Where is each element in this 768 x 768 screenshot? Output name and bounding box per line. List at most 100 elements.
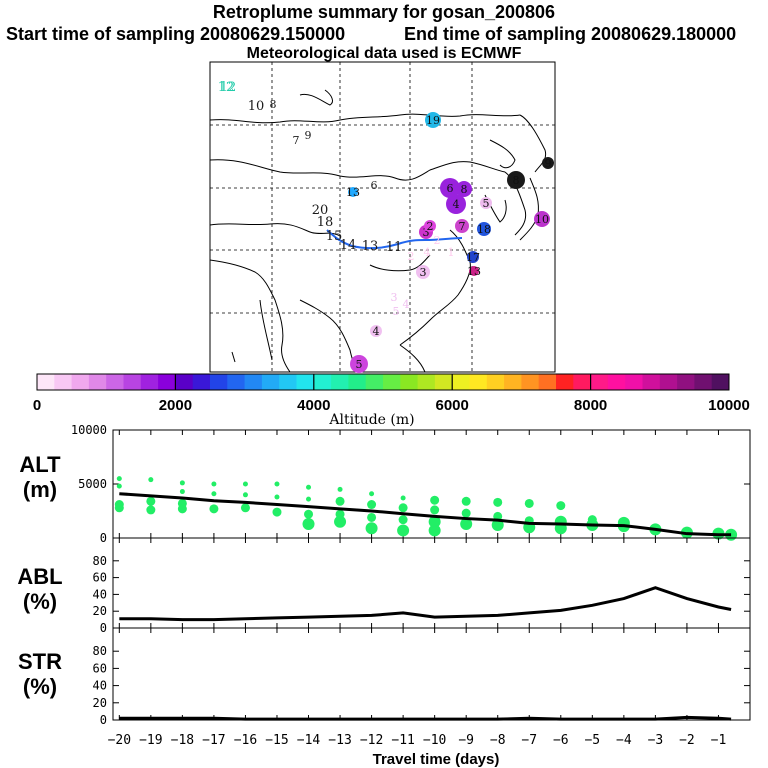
map-marker-label: 19 [426,114,440,127]
map-marker-label: 13 [467,265,481,278]
y-tick-label: 0 [100,621,107,635]
cluster-point [179,480,185,486]
cluster-point [274,481,280,487]
cluster-point [334,515,347,528]
colorbar-swatch [590,374,609,390]
panel-frame [112,627,751,721]
mean-trajectory-end [424,237,463,241]
map-marker-label: 14 [340,238,357,253]
map-marker-label: 8 [513,174,520,187]
cluster-point [209,504,219,514]
cluster-point [116,476,122,482]
map-marker: 15 [326,229,343,244]
map-marker: 3 [416,265,430,279]
cluster-point [461,496,471,506]
colorbar-swatch [279,374,297,390]
colorbar-swatch [227,374,246,390]
map-marker-label: 8 [461,183,468,196]
cluster-point [397,524,410,537]
cluster-point [461,508,471,518]
map-marker: 7 [293,134,300,147]
cluster-point [430,495,440,505]
map-marker-dot [480,197,492,209]
colorbar-swatch [383,374,401,390]
cluster-point [400,495,406,501]
panel-y-unit: (m) [23,477,57,502]
x-tick-label: −7 [521,733,537,748]
map-marker-label: 5 [356,358,363,371]
colorbar-swatch [88,374,107,390]
cluster-point [177,504,187,514]
colorbar-swatch [261,374,280,390]
map-marker-label: 12 [218,80,235,95]
map-marker: 6 [440,178,460,198]
colorbar-swatch [192,374,211,390]
map-marker-label: 6 [371,179,378,192]
map-marker: 13 [346,186,360,199]
series-line [119,586,732,622]
cluster-point [274,494,280,500]
cluster-point [428,515,441,528]
x-tick-label: −19 [139,733,162,748]
map-marker-label: 2 [434,234,441,247]
map-marker: 8 [507,171,525,189]
cluster-point [335,496,345,506]
colorbar-swatch [538,374,557,390]
map-marker-label: 12 [220,80,237,95]
cluster-point [114,503,124,513]
x-tick-label: −8 [490,733,506,748]
start-time-label: Start time of sampling 20080629.150000 [6,24,346,44]
y-tick-label: 60 [93,661,107,675]
colorbar-swatch [296,374,315,390]
cluster-point [369,491,375,497]
y-tick-label: 20 [93,604,107,618]
map-marker-label: 3 [420,266,427,279]
map-marker-label: 4 [403,298,410,311]
cluster-point [306,496,312,502]
colorbar-tick-label: 0 [33,397,41,414]
map-marker-label: 18 [317,215,334,230]
y-tick-label: 0 [100,713,107,727]
chart-title: Retroplume summary for gosan_200806 [212,2,556,22]
map-marker-dot [542,157,554,169]
map-marker: 6 [371,179,378,192]
colorbar-swatch [694,374,713,390]
x-tick-label: −12 [360,733,383,748]
map-marker-dot [469,266,479,276]
colorbar-swatch [158,374,176,390]
end-time-label: End time of sampling 20080629.180000 [404,24,737,44]
map-marker: 8 [456,181,472,197]
colorbar-tick-labels: 0 2000 4000 6000 8000 10000 [33,397,750,414]
map-marker-label: 10 [248,99,265,114]
cluster-point [304,509,314,519]
colorbar-swatch [625,374,643,390]
cluster-point [460,517,473,530]
colorbar-swatch [659,374,678,390]
colorbar-swatch [677,374,695,390]
map-marker: 17 [466,251,480,264]
colorbar-tick-label: 6000 [436,397,469,414]
map-marker: 3 [391,291,398,304]
map-marker: 18 [317,215,334,230]
colorbar-tick-label: 2000 [159,397,192,414]
map-marker-dot [467,251,479,263]
colorbar-tick-label: 4000 [297,397,330,414]
cluster-point [211,491,217,497]
x-tick-label: −10 [423,733,446,748]
map-marker-label: 10 [535,213,549,226]
series-line [119,492,732,537]
map-marker-label: 5 [483,197,490,210]
map-marker-dot [350,355,368,373]
colorbar-swatch [71,374,90,390]
cluster-point [146,505,156,515]
colorbar-swatch [313,374,332,390]
panel-y-unit: (%) [23,589,57,614]
colorbar-swatch [607,374,626,390]
map-marker-label: 18 [477,223,491,236]
map-marker: 2 [424,220,436,233]
colorbar-swatch [123,374,142,390]
